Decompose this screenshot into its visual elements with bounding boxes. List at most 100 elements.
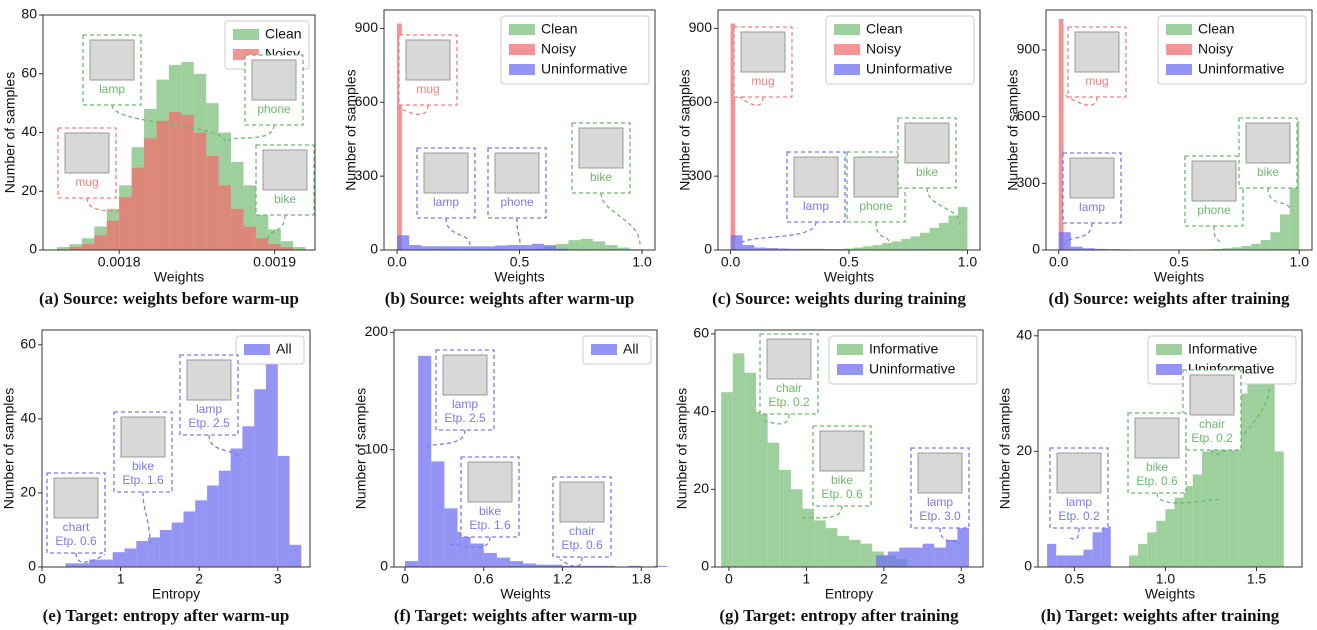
hist-bar [1201,451,1211,567]
legend-swatch [834,24,860,35]
annotation-label: phone [500,195,534,209]
annotation-label: chair [776,381,802,395]
legend-label: Clean [265,26,302,42]
y-tick-label: 20 [693,480,709,496]
y-tick-label: 0 [370,241,378,257]
hist-bar [69,247,82,250]
legend-swatch [1166,44,1192,55]
annotation-image [1245,122,1291,164]
caption: (e) Target: entropy after warm-up [43,606,290,625]
hist-bar [568,240,581,250]
annotation-sub: Etp. 2.5 [444,411,486,425]
y-tick-label: 40 [693,402,709,418]
annotation-connector [227,124,275,143]
annotation-connector [267,214,286,241]
annotation-sub: Etp. 0.6 [561,538,603,552]
hist-bar [742,245,755,250]
annotation-connector [445,217,471,246]
hist-bar [431,461,445,567]
y-tick-label: 60 [693,325,709,341]
hist-bar [1092,532,1102,567]
panel: 0.5 1.0 1.5 0 20 40 Weights Number of samples (h… [997,326,1303,625]
legend-swatch [509,64,535,75]
x-axis-label: Weights [154,269,204,285]
x-axis-label: Weights [824,269,874,285]
hist-bar [1058,18,1064,251]
hist-bar [580,238,594,250]
hist-bar [1065,555,1075,567]
x-tick-label: 2 [195,571,203,587]
hist-bar [457,531,471,567]
y-tick-label: 0 [1032,241,1040,257]
hist-bar [409,245,422,250]
legend-swatch [233,29,259,40]
annotation-connector [111,104,226,143]
hist-bar [837,535,849,567]
hist-bar [801,248,814,250]
hist-bar [496,557,511,567]
legend-label: Uninformative [869,361,956,377]
hist-bar [945,539,958,567]
panel: 0.0 0.5 1.0 0 300 600 900 Weights Number of samp… [343,9,656,308]
annotation-connector [75,552,106,563]
annotation-image [53,477,99,519]
y-tick-label: 600 [355,93,379,109]
hist-bar [1260,240,1271,250]
annotation-image [467,461,513,503]
legend-swatch [1166,24,1192,35]
hist-bar [536,564,550,567]
hist-bar [483,552,497,567]
hist-bar [1083,549,1093,567]
hist-bar [89,559,101,567]
hist-bar [730,23,736,250]
hist-bar [230,448,243,567]
annotation-connector [1064,222,1093,246]
annotation-label: mug [751,74,774,88]
legend-label: Uninformative [541,61,628,77]
panel: 0 1 2 3 0 20 40 60 Entropy Number of samples (e) T… [1,329,311,625]
x-tick-label: 0 [38,571,46,587]
annotation-label: lamp [803,199,829,213]
hist-bar [1241,246,1252,250]
hist-bar [814,520,826,567]
hist-bar [1047,543,1057,567]
annotation-connector [1267,187,1291,211]
annotation-image [917,452,963,494]
annotation-sub: Etp. 0.2 [1191,431,1233,445]
hist-bar [1238,393,1248,567]
annotation-connector [875,221,891,246]
y-tick-label: 0 [1024,558,1032,574]
annotation-image [559,481,605,523]
plot-frame [41,329,311,568]
panel: 0 1 2 3 0 20 40 60 Entropy Number of samples (g) T… [674,325,984,625]
x-axis-label: Entropy [825,586,873,602]
hist-bar [507,245,520,250]
x-tick-label: 0.0019 [253,254,296,270]
hist-bar [243,226,256,250]
legend-swatch [509,44,535,55]
hist-bar [617,247,630,250]
hist-bar [825,528,838,567]
hist-bar [628,565,642,567]
annotation-sub: Etp. 0.2 [1058,509,1100,523]
annotation-sub: Etp. 3.0 [919,509,961,523]
hist-bar [939,222,949,250]
hist-bar [891,241,902,250]
annotation-image [423,152,469,194]
x-tick-label: 0.5 [1065,571,1085,587]
legend-swatch [837,364,863,375]
x-tick-label: 1.0 [1156,571,1176,587]
annotation-sub: Etp. 0.6 [1136,474,1178,488]
hist-bar [148,537,160,567]
hist-bar [421,246,434,250]
legend-box [1157,15,1307,85]
hist-bar [1212,248,1223,250]
x-tick-label: 0 [401,571,409,587]
hist-bar [1101,526,1111,567]
hist-bar [766,248,778,250]
annotation-label: mug [1085,74,1108,88]
y-tick-label: 40 [21,123,37,139]
hist-bar [887,551,900,567]
caption: (c) Source: weights during training [712,289,966,308]
y-tick-label: 0 [701,558,709,574]
